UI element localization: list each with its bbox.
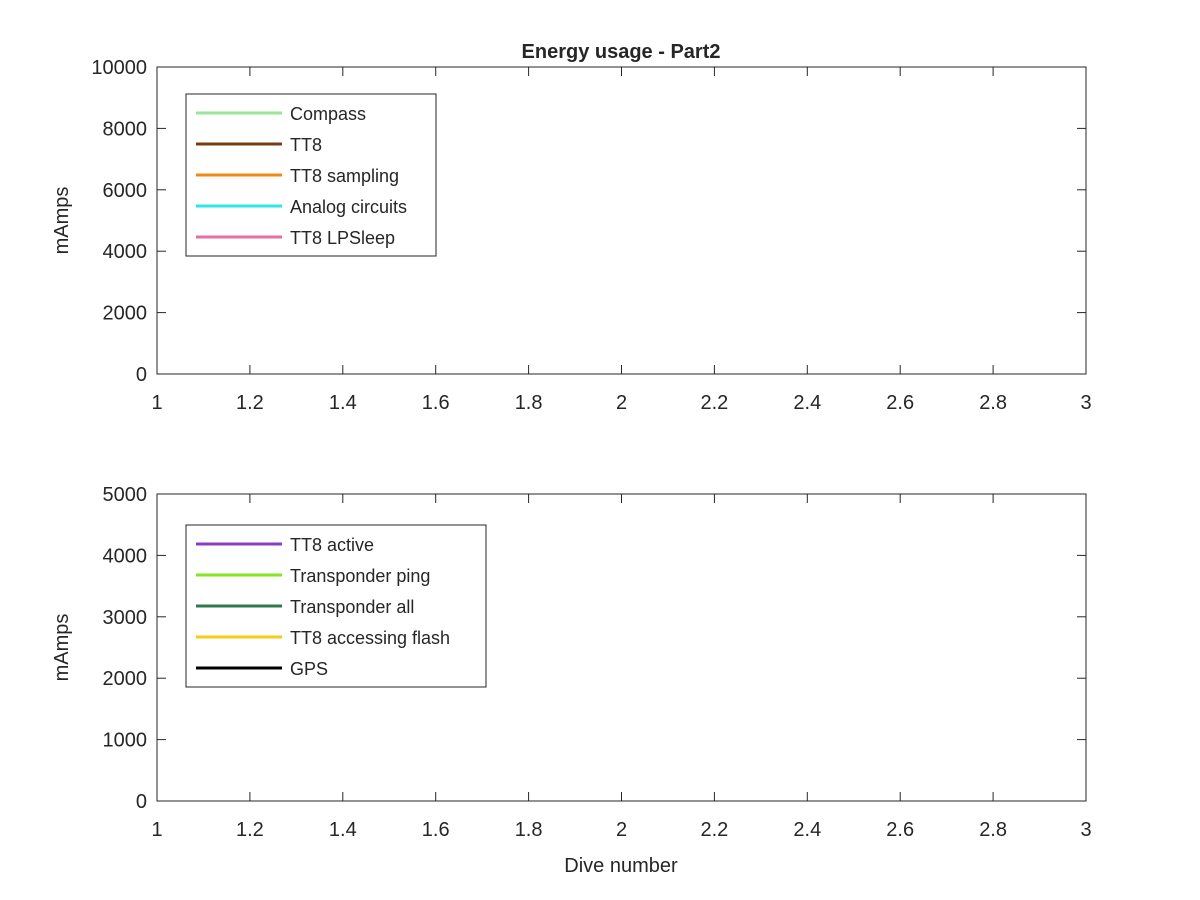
- x-axis-label: Dive number: [564, 855, 678, 877]
- y-axis-label: mAmps: [51, 187, 73, 255]
- x-tick-label: 1.8: [515, 392, 543, 414]
- y-axis-label: mAmps: [51, 614, 73, 682]
- x-tick-label: 2: [616, 819, 627, 841]
- x-tick-label: 1.6: [422, 392, 450, 414]
- x-tick-label: 1: [151, 819, 162, 841]
- y-tick-label: 2000: [103, 303, 148, 325]
- x-tick-label: 1.2: [236, 819, 264, 841]
- legend-label: Analog circuits: [290, 197, 407, 217]
- legend-label: TT8 LPSleep: [290, 228, 395, 248]
- x-tick-label: 2: [616, 392, 627, 414]
- x-tick-label: 2.4: [793, 392, 821, 414]
- x-tick-label: 1.4: [329, 819, 357, 841]
- x-tick-label: 3: [1080, 819, 1091, 841]
- x-tick-label: 2.2: [700, 392, 728, 414]
- x-tick-label: 2.2: [700, 819, 728, 841]
- legend-label: TT8: [290, 135, 322, 155]
- y-tick-label: 6000: [103, 180, 148, 202]
- y-tick-label: 4000: [103, 241, 148, 263]
- x-tick-label: 2.8: [979, 819, 1007, 841]
- x-tick-label: 1: [151, 392, 162, 414]
- legend-label: TT8 active: [290, 535, 374, 555]
- y-tick-label: 8000: [103, 118, 148, 140]
- y-tick-label: 0: [136, 791, 147, 813]
- chart-title: Energy usage - Part2: [522, 41, 721, 63]
- y-tick-label: 4000: [103, 545, 148, 567]
- legend-label: GPS: [290, 659, 328, 679]
- y-tick-label: 3000: [103, 607, 148, 629]
- y-tick-label: 0: [136, 364, 147, 386]
- legend-label: TT8 accessing flash: [290, 628, 450, 648]
- x-tick-label: 1.2: [236, 392, 264, 414]
- bottom-axes: 1 1.2 1.4 1.6 1.8 2 2.2 2.4 2.6 2.8 3 0 1000 2000 3000…: [51, 484, 1092, 841]
- top-axes: 1 1.2 1.4 1.6 1.8 2 2.2 2.4 2.6 2.8 3 0 2000 4000 6000…: [51, 57, 1092, 414]
- x-tick-label: 2.4: [793, 819, 821, 841]
- x-tick-label: 1.8: [515, 819, 543, 841]
- legend-label: Transponder ping: [290, 566, 430, 586]
- y-tick-label: 1000: [103, 730, 148, 752]
- y-tick-label: 2000: [103, 668, 148, 690]
- y-tick-label: 10000: [91, 57, 147, 79]
- y-tick-label: 5000: [103, 484, 148, 506]
- x-tick-label: 1.4: [329, 392, 357, 414]
- legend-label: Compass: [290, 104, 366, 124]
- x-tick-label: 2.6: [886, 819, 914, 841]
- x-tick-label: 3: [1080, 392, 1091, 414]
- legend-label: Transponder all: [290, 597, 414, 617]
- x-tick-label: 2.6: [886, 392, 914, 414]
- legend-label: TT8 sampling: [290, 166, 399, 186]
- x-tick-label: 1.6: [422, 819, 450, 841]
- x-tick-label: 2.8: [979, 392, 1007, 414]
